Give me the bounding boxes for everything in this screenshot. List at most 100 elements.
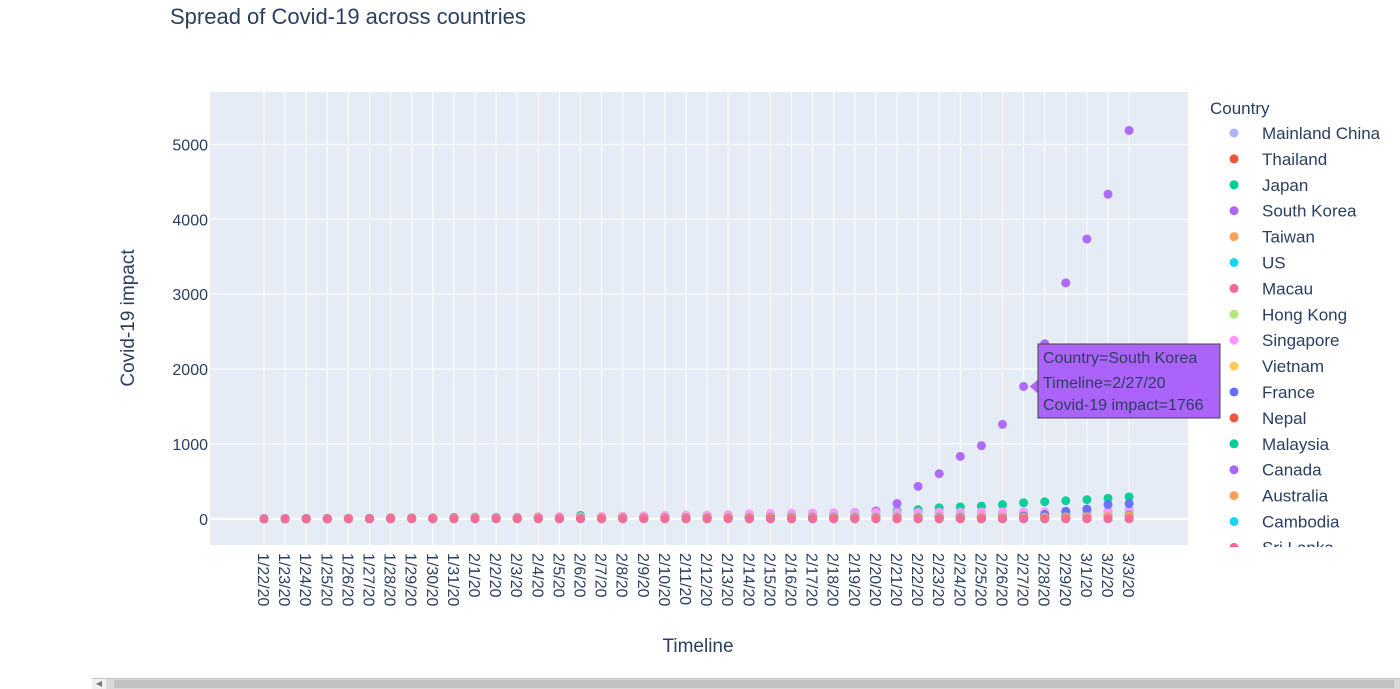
- legend-item-label: Nepal: [1262, 409, 1306, 428]
- x-tick-label: 3/2/20: [1098, 553, 1115, 598]
- data-point: [449, 514, 459, 524]
- plot-area: [210, 92, 1188, 545]
- legend-item-label: Mainland China: [1262, 124, 1381, 143]
- data-point: [955, 514, 965, 524]
- legend-marker: [1229, 258, 1239, 267]
- y-tick-label: 5000: [172, 137, 208, 154]
- x-tick-label: 2/11/20: [676, 553, 693, 605]
- tooltip-pointer: [1029, 379, 1038, 394]
- legend-item-label: US: [1262, 254, 1286, 273]
- data-points: [259, 125, 1134, 524]
- legend-marker: [1229, 206, 1239, 216]
- data-point: [639, 514, 649, 524]
- horizontal-scrollbar[interactable]: ◀: [92, 678, 1400, 689]
- data-point: [407, 514, 417, 524]
- data-point: [934, 469, 944, 479]
- data-point: [512, 514, 522, 524]
- x-tick-label: 2/3/20: [507, 553, 524, 598]
- x-tick-label: 2/16/20: [782, 553, 799, 606]
- scrollbar-thumb[interactable]: [114, 680, 1394, 688]
- x-tick-label: 2/23/20: [929, 553, 946, 606]
- x-tick-label: 2/14/20: [739, 553, 756, 606]
- data-point: [1082, 234, 1092, 244]
- x-tick-label: 2/18/20: [824, 553, 841, 606]
- x-tick-label: 1/28/20: [381, 553, 398, 606]
- data-point: [259, 514, 269, 524]
- legend: Country Mainland China Thailand Japan South…: [1200, 99, 1400, 607]
- x-tick-label: 1/29/20: [402, 553, 419, 606]
- x-tick-label: 2/4/20: [528, 553, 545, 598]
- x-axis-ticks: 1/22/20 1/23/20 1/24/20 1/25/20 1/26/20 1/27/…: [254, 553, 1136, 606]
- tooltip-box: [1037, 343, 1221, 419]
- data-point: [343, 514, 353, 524]
- legend-item-label: Hong Kong: [1262, 305, 1347, 324]
- legend-marker: [1229, 180, 1239, 190]
- data-point: [1103, 493, 1113, 503]
- data-point: [702, 514, 712, 524]
- legend-item-label: France: [1262, 383, 1315, 402]
- legend-title: Country: [1210, 99, 1270, 118]
- data-point: [850, 514, 860, 524]
- x-tick-label: 1/22/20: [254, 553, 271, 606]
- x-tick-label: 1/31/20: [444, 553, 461, 606]
- x-tick-label: 2/21/20: [887, 553, 904, 606]
- legend-clip: [1200, 547, 1400, 607]
- x-tick-label: 1/26/20: [338, 553, 355, 606]
- data-point: [892, 514, 902, 524]
- x-tick-label: 2/20/20: [866, 553, 883, 606]
- data-point: [1061, 514, 1071, 524]
- x-tick-label: 2/25/20: [971, 553, 988, 606]
- legend-item-label: Canada: [1262, 461, 1322, 480]
- x-tick-label: 2/13/20: [718, 553, 735, 606]
- data-point: [533, 514, 543, 524]
- x-tick-label: 2/27/20: [1014, 553, 1031, 606]
- data-point: [871, 514, 881, 524]
- data-point: [829, 514, 839, 524]
- data-point: [365, 514, 374, 524]
- x-tick-label: 2/24/20: [950, 553, 967, 606]
- x-tick-label: 2/6/20: [571, 553, 588, 598]
- x-tick-label: 1/27/20: [360, 553, 377, 606]
- legend-item-label: Macau: [1262, 279, 1313, 298]
- data-point: [913, 514, 923, 524]
- data-point: [1019, 514, 1029, 524]
- data-point: [1061, 496, 1071, 506]
- data-point: [976, 441, 986, 451]
- legend-marker: [1229, 361, 1239, 371]
- data-point: [1082, 514, 1092, 524]
- data-point: [1124, 499, 1134, 509]
- legend-marker: [1229, 335, 1239, 345]
- data-point: [1103, 499, 1113, 509]
- data-point: [765, 514, 775, 524]
- data-point: [681, 514, 691, 524]
- data-point: [723, 514, 733, 524]
- data-point: [301, 514, 311, 524]
- scroll-left-arrow-icon[interactable]: ◀: [92, 679, 106, 689]
- data-point: [1103, 189, 1113, 199]
- data-point: [808, 514, 818, 524]
- legend-marker: [1229, 154, 1239, 164]
- x-tick-label: 1/30/20: [423, 553, 440, 606]
- data-point: [1124, 514, 1134, 524]
- data-point: [744, 514, 754, 524]
- data-point: [913, 481, 923, 491]
- data-point: [618, 514, 628, 524]
- legend-item-label: Malaysia: [1262, 435, 1330, 454]
- y-tick-label: 4000: [172, 212, 208, 229]
- x-tick-label: 3/3/20: [1119, 553, 1136, 598]
- data-point: [1040, 497, 1050, 507]
- data-point: [470, 514, 480, 524]
- y-tick-label: 1000: [172, 437, 208, 454]
- x-tick-label: 2/22/20: [908, 553, 925, 606]
- data-point: [386, 514, 396, 524]
- legend-marker: [1229, 413, 1239, 423]
- y-tick-label: 2000: [172, 362, 208, 379]
- x-tick-label: 2/2/20: [486, 553, 503, 598]
- x-axis-title: Timeline: [662, 636, 733, 657]
- x-tick-label: 1/24/20: [296, 553, 313, 606]
- x-tick-label: 2/29/20: [1056, 553, 1073, 606]
- data-point: [1103, 514, 1113, 524]
- data-point: [428, 514, 438, 524]
- x-tick-label: 1/25/20: [317, 553, 334, 606]
